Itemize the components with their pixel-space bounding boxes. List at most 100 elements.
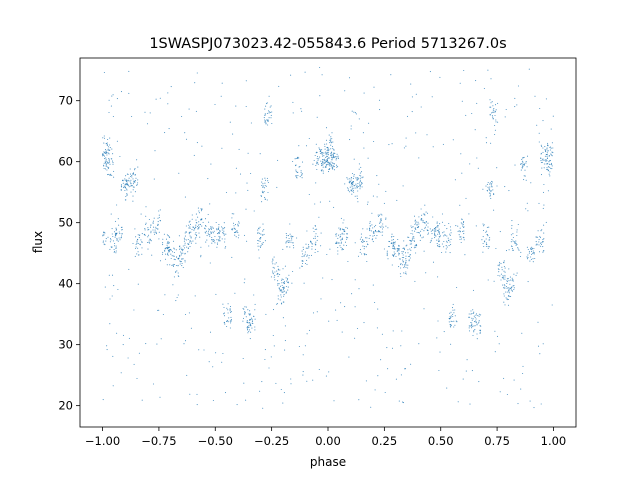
data-point (372, 235, 374, 237)
data-point (527, 254, 529, 256)
data-point (116, 140, 118, 142)
data-point (164, 250, 166, 252)
data-point (514, 242, 516, 244)
data-point (260, 233, 262, 235)
data-point (350, 177, 352, 179)
data-point (105, 158, 107, 160)
data-point (547, 168, 549, 170)
data-point (319, 150, 322, 153)
data-point (502, 275, 504, 277)
data-point (126, 180, 128, 182)
data-point (222, 227, 224, 229)
data-point (508, 287, 510, 289)
data-point (195, 221, 197, 224)
data-point (115, 252, 117, 254)
data-point (490, 106, 492, 108)
data-point (184, 196, 186, 198)
data-point (550, 162, 553, 164)
data-point (279, 269, 281, 271)
data-point (132, 178, 134, 180)
data-point (258, 249, 260, 251)
data-point (210, 163, 212, 165)
data-point (214, 242, 216, 244)
data-point (471, 327, 473, 329)
y-axis-label: flux (31, 231, 45, 253)
data-point (188, 224, 190, 226)
data-point (530, 258, 532, 260)
data-point (465, 114, 467, 116)
data-point (329, 139, 331, 141)
data-point (429, 228, 431, 230)
data-point (199, 224, 201, 226)
data-point (381, 234, 383, 236)
data-point (229, 308, 231, 310)
data-point (359, 179, 361, 181)
data-point (454, 324, 456, 326)
data-point (346, 238, 348, 240)
data-point (506, 280, 508, 282)
data-point (125, 199, 127, 201)
data-point (264, 358, 266, 361)
data-point (420, 106, 422, 108)
data-point (262, 223, 264, 225)
data-point (401, 330, 403, 332)
data-point (184, 132, 186, 134)
data-point (343, 233, 345, 235)
data-point (415, 228, 417, 230)
data-point (126, 189, 128, 191)
data-point (311, 248, 313, 250)
data-point (246, 240, 248, 242)
data-point (234, 224, 237, 226)
data-point (152, 222, 154, 224)
data-point (396, 248, 398, 250)
data-point (137, 182, 139, 184)
data-point (398, 250, 400, 252)
data-point (247, 329, 249, 331)
data-point (479, 329, 481, 331)
data-point (446, 228, 448, 230)
data-point (472, 309, 474, 311)
data-point (130, 175, 132, 178)
data-point (354, 242, 356, 244)
data-point (156, 343, 158, 345)
data-point (236, 230, 238, 232)
data-point (503, 301, 505, 303)
data-point (416, 231, 418, 234)
data-point (192, 240, 194, 242)
x-tick-label: 0.00 (315, 434, 341, 448)
data-point (108, 153, 110, 155)
data-point (175, 300, 177, 302)
data-point (110, 239, 112, 241)
data-point (416, 221, 418, 223)
data-point (303, 255, 305, 257)
data-point (486, 183, 488, 185)
data-point (253, 294, 255, 296)
data-point (277, 298, 279, 300)
data-point (350, 179, 352, 181)
data-point (396, 199, 398, 201)
data-point (223, 321, 226, 323)
data-point (521, 160, 523, 162)
data-point (363, 147, 365, 149)
data-point (391, 233, 393, 235)
data-point (153, 217, 155, 219)
data-point (262, 186, 264, 188)
data-point (182, 266, 184, 269)
data-point (523, 164, 525, 166)
data-point (223, 228, 225, 230)
data-point (382, 231, 384, 233)
data-point (359, 186, 361, 188)
data-point (526, 202, 528, 204)
data-point (317, 235, 319, 237)
data-point (263, 229, 265, 231)
data-point (145, 343, 147, 345)
data-point (168, 249, 170, 251)
data-point (520, 251, 522, 253)
data-point (318, 147, 320, 149)
data-point (524, 175, 526, 177)
data-point (521, 332, 523, 334)
data-point (113, 176, 115, 178)
data-point (193, 154, 195, 156)
data-point (315, 164, 317, 167)
data-point (527, 248, 529, 251)
